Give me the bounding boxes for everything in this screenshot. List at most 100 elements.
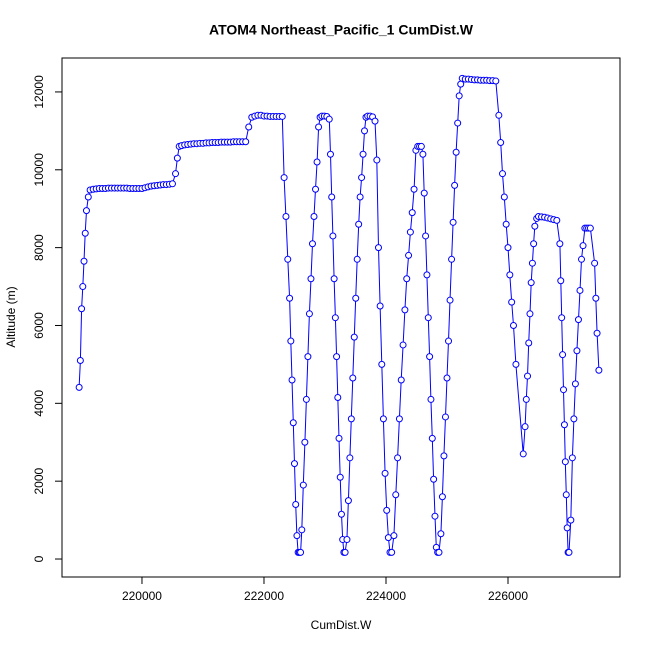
data-point [297, 548, 305, 556]
data-point [420, 189, 428, 197]
data-point [527, 279, 535, 287]
data-point [288, 376, 296, 384]
data-point [561, 458, 569, 466]
data-point [335, 434, 343, 442]
data-point [500, 193, 508, 201]
data-point [573, 347, 581, 355]
data-point [344, 497, 352, 505]
data-point [308, 240, 316, 248]
data-point [304, 353, 312, 361]
data-point [446, 296, 454, 304]
data-point [567, 516, 575, 524]
data-point [495, 111, 503, 119]
data-point [80, 257, 88, 265]
data-point [401, 306, 409, 314]
data-point [352, 294, 360, 302]
data-point [289, 419, 297, 427]
data-point [395, 415, 403, 423]
data-point [502, 220, 510, 228]
data-point [343, 536, 351, 544]
data-point [454, 119, 462, 127]
x-tick-label: 222000 [244, 589, 284, 603]
data-point [292, 501, 300, 509]
data-point [530, 240, 538, 248]
data-point [349, 374, 357, 382]
y-tick-label: 0 [32, 555, 46, 562]
x-tick-label: 220000 [122, 589, 162, 603]
y-tick-label: 10000 [32, 153, 46, 187]
data-point [441, 413, 449, 421]
data-point [448, 255, 456, 263]
data-point [168, 180, 176, 188]
data-point [331, 314, 339, 322]
data-point [556, 240, 564, 248]
data-point [325, 115, 333, 123]
data-point [570, 415, 578, 423]
data-point [457, 80, 465, 88]
data-point [445, 337, 453, 345]
data-point [427, 395, 435, 403]
data-point [287, 337, 295, 345]
data-point [524, 372, 532, 380]
data-point [422, 232, 430, 240]
data-point [307, 275, 315, 283]
data-point [521, 423, 529, 431]
data-point [353, 255, 361, 263]
data-point [560, 421, 568, 429]
data-point [455, 92, 463, 100]
data-point [449, 218, 457, 226]
data-point [531, 222, 539, 230]
data-point [560, 386, 568, 394]
data-point [82, 207, 90, 215]
data-point [408, 209, 416, 217]
data-point [443, 374, 451, 382]
data-point [78, 305, 86, 313]
data-point [592, 294, 600, 302]
data-point [522, 395, 530, 403]
data-point [355, 220, 363, 228]
data-point [173, 154, 181, 162]
data-point [290, 460, 298, 468]
data-point [76, 357, 84, 365]
data-point [405, 251, 413, 259]
data-point [394, 454, 402, 462]
data-point [347, 415, 355, 423]
data-point [571, 380, 579, 388]
data-point [430, 475, 438, 483]
data-point [406, 228, 414, 236]
data-point [337, 510, 345, 518]
data-point [440, 452, 448, 460]
data-point [553, 216, 561, 224]
data-point [410, 185, 418, 193]
data-point [301, 438, 309, 446]
data-point [79, 283, 87, 291]
data-point [278, 112, 286, 120]
data-point [424, 314, 432, 322]
data-point [423, 271, 431, 279]
data-point [326, 150, 334, 158]
data-point [286, 294, 294, 302]
data-point [419, 150, 427, 158]
data-point [593, 329, 601, 337]
data-point [497, 139, 505, 147]
data-point [512, 360, 520, 368]
data-point [565, 548, 573, 556]
data-point [242, 138, 250, 146]
data-point [417, 142, 425, 150]
data-point [563, 524, 571, 532]
data-point [568, 454, 576, 462]
data-point [504, 244, 512, 252]
data-point [329, 232, 337, 240]
data-point [388, 548, 396, 556]
data-point [376, 302, 384, 310]
x-tick-label: 226000 [488, 589, 528, 603]
data-point [528, 259, 536, 267]
data-point [374, 244, 382, 252]
data-point [557, 277, 565, 285]
data-point [282, 212, 290, 220]
data-point [437, 530, 445, 538]
data-point [591, 259, 599, 267]
data-point [379, 415, 387, 423]
